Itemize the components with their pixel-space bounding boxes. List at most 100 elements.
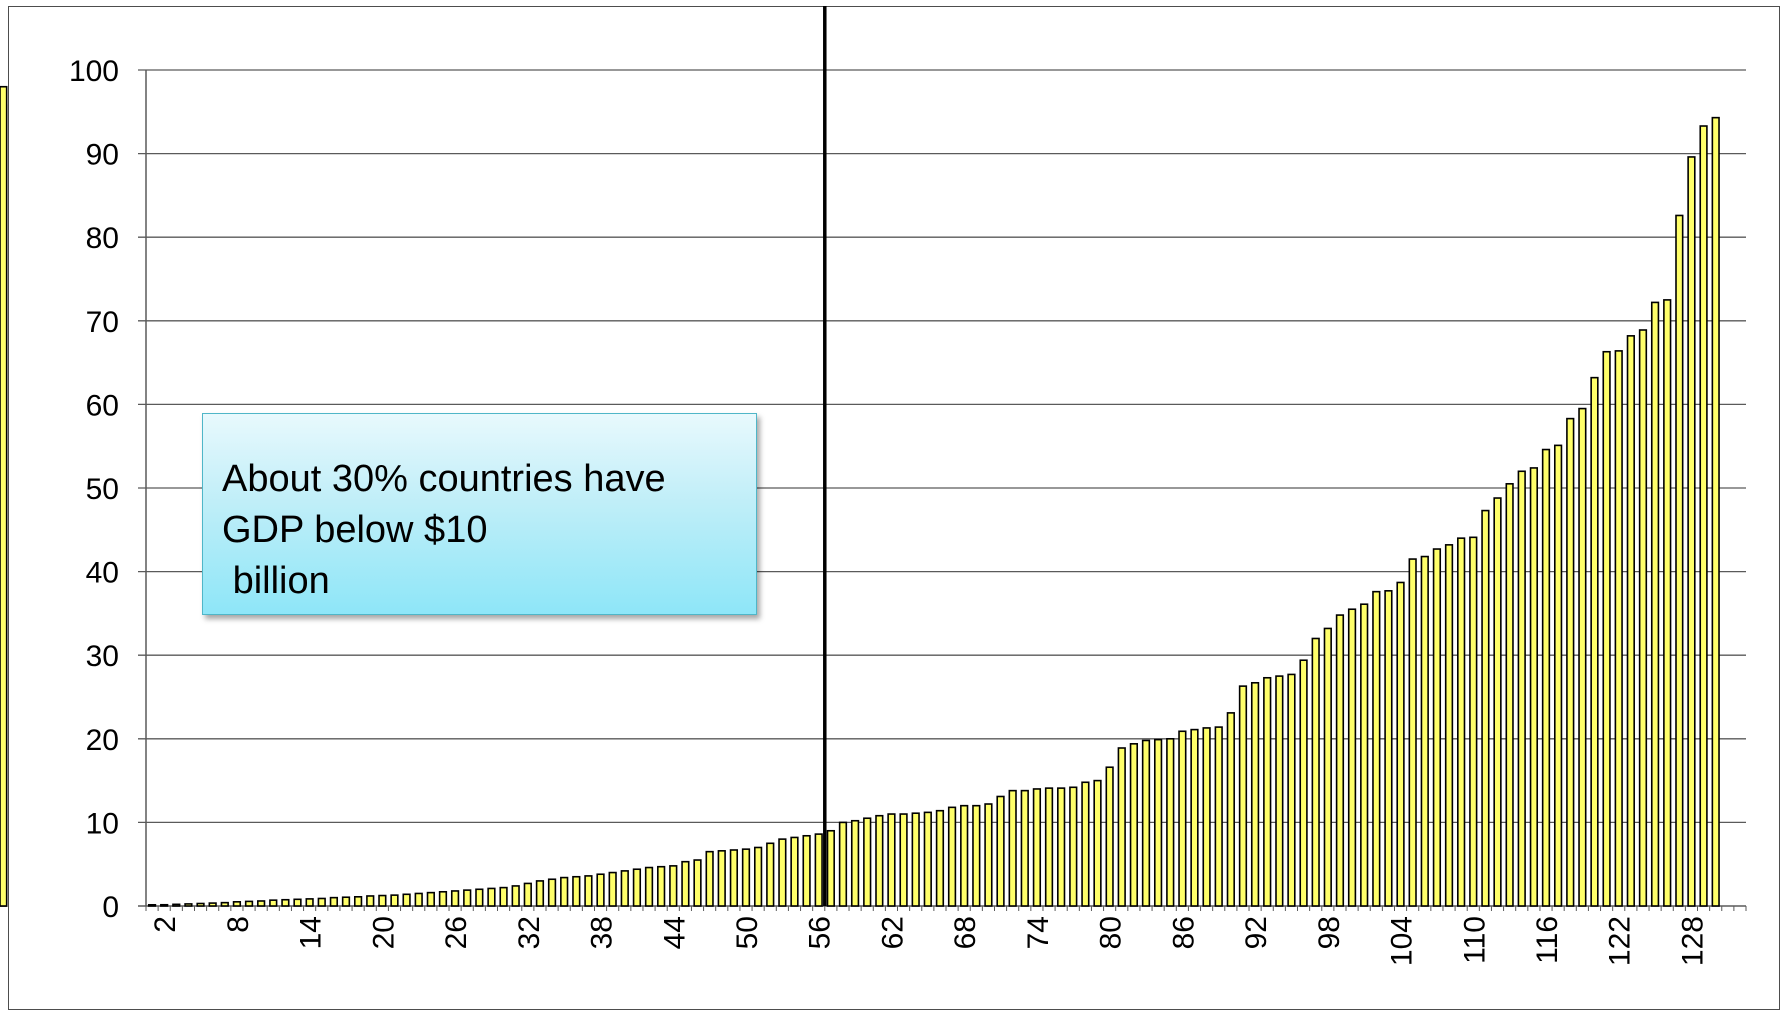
bar (838, 821, 848, 907)
bar (1541, 448, 1551, 907)
bar (632, 868, 642, 907)
bar (475, 888, 484, 907)
x-tick-label: 104 (1386, 916, 1419, 966)
bar (329, 896, 339, 907)
bar (220, 901, 229, 907)
bar (560, 876, 569, 907)
bar (669, 865, 678, 907)
bar (790, 836, 799, 907)
bar (572, 875, 581, 907)
x-tick-label: 110 (1458, 916, 1491, 964)
bar (911, 812, 920, 907)
bar (1432, 548, 1442, 907)
x-tick-label: 32 (513, 916, 546, 949)
bar (620, 870, 629, 907)
bar (0, 85, 8, 907)
x-tick-label: 62 (876, 916, 909, 949)
bar (160, 903, 169, 907)
bar (1178, 730, 1187, 907)
bar (657, 865, 666, 907)
bar (1311, 637, 1320, 907)
bar (1323, 627, 1332, 907)
bar (608, 871, 617, 907)
bar (681, 860, 690, 907)
bar (947, 806, 957, 907)
y-tick-labels: 0 10 20 30 40 50 60 70 80 90 100 (69, 55, 119, 924)
bar (1444, 544, 1454, 907)
bar (1105, 766, 1114, 907)
bar (1457, 537, 1466, 907)
x-tick-label: 92 (1240, 916, 1273, 949)
bar (923, 811, 932, 907)
bar (414, 892, 423, 907)
bar (741, 848, 751, 907)
bar (899, 813, 908, 907)
bar (1687, 156, 1696, 907)
bar (450, 890, 460, 907)
bar (863, 817, 872, 907)
bar (1626, 335, 1635, 907)
bar (1469, 536, 1478, 907)
x-tick-label: 74 (1022, 916, 1055, 949)
bar (257, 900, 266, 907)
bar (875, 814, 884, 907)
gridlines (138, 69, 1746, 824)
x-tick-label: 128 (1676, 916, 1709, 966)
bar (1529, 467, 1539, 907)
y-tick-label: 30 (86, 640, 119, 673)
bar (1347, 608, 1357, 907)
bar (972, 804, 981, 907)
x-tick-label: 56 (804, 916, 837, 949)
y-tick-label: 70 (86, 306, 119, 339)
x-tick-label: 20 (367, 916, 400, 949)
bar (935, 809, 945, 907)
bar (353, 896, 363, 907)
bar (1190, 728, 1199, 907)
bar (523, 882, 532, 907)
bar (511, 885, 520, 907)
bar (1699, 125, 1708, 907)
bar (487, 887, 496, 907)
bar (147, 903, 157, 907)
x-tick-label: 50 (731, 916, 764, 949)
bars (0, 85, 1720, 907)
x-tick-label: 68 (949, 916, 982, 949)
bar (232, 901, 242, 907)
x-tick-label: 26 (440, 916, 473, 949)
bar (1275, 675, 1284, 907)
bar (596, 873, 605, 907)
bar (1129, 743, 1139, 907)
bar (499, 886, 508, 907)
bar (1166, 737, 1175, 907)
bar (317, 897, 326, 907)
bar (960, 804, 969, 907)
y-tick-label: 10 (86, 807, 119, 840)
bar (1590, 376, 1599, 907)
bar (1057, 787, 1066, 907)
x-tick-label: 14 (295, 916, 328, 949)
bar (1032, 788, 1042, 907)
bar (1360, 603, 1369, 907)
bar (887, 813, 896, 907)
bar (1069, 786, 1078, 907)
bar (269, 899, 278, 907)
bar (1117, 747, 1126, 907)
bar (1553, 444, 1563, 907)
bar (1093, 779, 1102, 907)
y-tick-label: 100 (69, 55, 119, 88)
bar (693, 859, 702, 907)
x-tick-label: 116 (1531, 916, 1564, 964)
bar (378, 894, 387, 907)
bar (1675, 214, 1684, 907)
bar (1384, 590, 1393, 907)
bar (366, 895, 375, 907)
x-tick-label: 8 (222, 916, 255, 933)
bar (705, 850, 714, 907)
bar (244, 900, 254, 907)
bar (341, 896, 351, 907)
bar (753, 846, 763, 907)
x-tick-label: 122 (1604, 916, 1637, 966)
bar (1505, 483, 1514, 907)
bar (1299, 659, 1308, 907)
